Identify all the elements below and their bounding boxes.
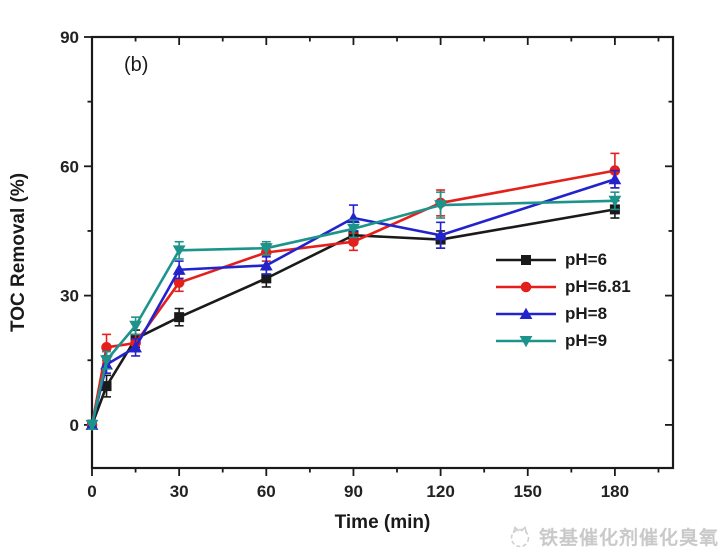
legend-key-ph9 [496,335,556,347]
legend-item-ph8: pH=8 [494,300,631,327]
series-line [90,208,616,426]
x-tick-label: 30 [170,482,189,501]
data-point-marker [608,173,622,185]
data-point-marker [172,263,186,275]
data-point-marker [608,195,622,207]
x-tick-label: 90 [344,482,363,501]
legend-key-ph6 [496,254,556,265]
data-point-marker [129,341,142,353]
legend-label-ph6: pH=6 [565,249,608,269]
data-point-marker [172,245,186,257]
data-point-marker [259,243,273,255]
data-point-marker [85,419,99,432]
legend: pH=6 pH=6.81 pH=8 pH=9 [494,246,631,354]
data-point-marker [259,259,273,271]
y-tick-label: 90 [60,28,79,47]
x-tick-label: 120 [426,482,454,501]
y-tick-label: 0 [70,416,79,435]
axis-box [90,35,675,470]
data-point-marker [100,355,113,367]
x-axis-title: Time (min) [334,512,431,533]
legend-marker [521,254,531,265]
x-tick-label: 150 [514,482,542,501]
series-line [90,177,616,426]
data-point-marker [434,200,447,212]
data-point-marker [347,223,360,235]
y-axis-title: TOC Removal (%) [8,172,29,333]
data-point-marker [173,277,185,288]
data-point-marker [129,320,142,332]
panel-label: (b) [124,54,149,76]
data-point-marker [101,342,112,353]
legend-marker [519,307,533,319]
legend-label-ph8: pH=8 [565,303,608,323]
y-tick-label: 60 [60,157,79,176]
data-point-marker [174,312,185,323]
legend-item-ph6-81: pH=6.81 [494,273,631,300]
x-tick-label: 0 [87,482,96,501]
data-point-marker [434,229,447,241]
watermark-text: 铁基催化剂催化臭氧 [538,528,719,549]
legend-marker [519,335,533,347]
legend-label-ph9: pH=9 [565,330,608,350]
legend-item-ph9: pH=9 [494,327,631,354]
legend-key-ph8 [496,307,556,319]
watermark: 铁基催化剂催化臭氧 [507,523,719,550]
x-tick-label: 60 [257,482,276,501]
legend-key-ph6-81 [496,281,556,292]
series-ph9 [85,191,622,432]
legend-marker [520,281,532,292]
watermark-logo-icon [507,524,533,550]
legend-item-ph6: pH=6 [494,246,631,273]
series-line [90,199,615,426]
x-tick-label: 180 [601,482,629,501]
data-point-marker [261,273,272,284]
data-point-marker [101,381,112,392]
y-tick-label: 30 [60,287,79,306]
legend-label-ph6-81: pH=6.81 [565,276,631,296]
data-point-marker [348,236,359,248]
